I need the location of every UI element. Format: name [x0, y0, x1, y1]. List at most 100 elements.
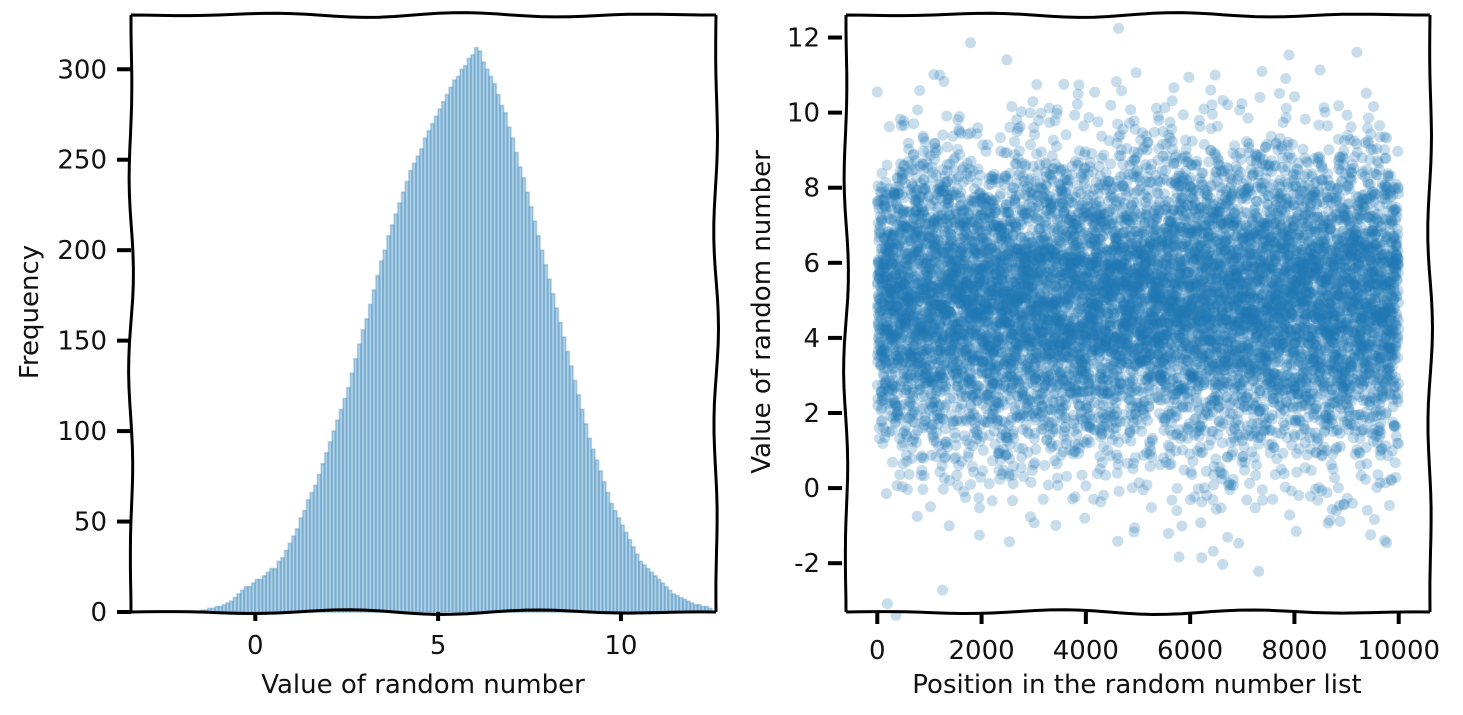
scatter-point [892, 325, 904, 337]
scatter-point [904, 373, 916, 385]
scatter-point [892, 406, 904, 418]
scatter-point [902, 310, 914, 322]
scatter-point [1039, 459, 1051, 471]
scatter-point [898, 279, 910, 291]
histogram-bar [678, 596, 684, 613]
scatter-point [907, 416, 919, 428]
scatter-point [905, 369, 917, 381]
scatter-point [1007, 495, 1018, 507]
scatter-point [907, 391, 919, 402]
scatter-point [903, 279, 915, 291]
scatter-point [882, 301, 894, 313]
scatter-point [892, 388, 903, 400]
scatter-point [887, 325, 899, 337]
scatter-point [965, 37, 976, 49]
scatter-point [896, 174, 908, 186]
scatter-point [905, 217, 917, 229]
scatter-point [874, 293, 886, 305]
scatter-point [902, 266, 914, 278]
scatter-point [902, 380, 914, 392]
scatter-point [886, 363, 898, 374]
scatter-point [874, 273, 885, 285]
scatter-point [895, 345, 907, 357]
scatter-point [896, 375, 907, 387]
scatter-point [905, 349, 917, 361]
scatter-point [875, 359, 887, 371]
scatter-point [880, 356, 892, 368]
histogram-bar [239, 589, 245, 613]
scatter-point [874, 231, 885, 243]
histogram-bar [232, 596, 238, 613]
scatter-point [884, 299, 896, 311]
scatter-point [879, 377, 891, 389]
scatter-point [897, 329, 909, 341]
scatter-point [877, 263, 889, 275]
scatter-point [880, 284, 892, 296]
scatter-point [892, 283, 904, 295]
histogram-bar [258, 578, 264, 613]
scatter-point [876, 242, 888, 254]
scatter-point [889, 191, 901, 203]
histogram-bar [375, 274, 381, 613]
histogram-y-tick-label: 0 [90, 598, 107, 628]
scatter-point [904, 294, 916, 306]
scatter-point [890, 269, 902, 281]
histogram-bar [572, 379, 578, 613]
scatter-point [879, 351, 891, 363]
scatter-point [905, 324, 917, 335]
scatter-point [885, 317, 896, 329]
scatter-point [893, 238, 905, 250]
scatter-point [873, 339, 885, 351]
scatter-point [887, 195, 899, 207]
scatter-point [905, 299, 917, 311]
scatter-point [903, 205, 915, 217]
histogram-bar [367, 303, 373, 613]
scatter-point [892, 281, 904, 293]
scatter-point [871, 379, 883, 391]
scatter-point [879, 232, 891, 244]
scatter-point [902, 372, 914, 384]
histogram-bar [254, 578, 260, 613]
scatter-point [899, 373, 910, 385]
histogram-bar [601, 480, 607, 613]
scatter-point [900, 278, 912, 290]
scatter-point [902, 293, 914, 305]
scatter-point [901, 455, 913, 467]
scatter-point [1113, 485, 1125, 497]
histogram-bar [583, 423, 589, 613]
scatter-point [883, 386, 895, 397]
scatter-point [965, 479, 976, 490]
scatter-point [902, 282, 914, 294]
scatter-point [878, 193, 890, 205]
scatter-point [894, 335, 906, 347]
histogram-bar [653, 575, 658, 613]
scatter-point [899, 245, 911, 257]
scatter-point [891, 261, 903, 273]
histogram-bar [444, 93, 450, 613]
scatter-point [894, 316, 906, 328]
scatter-point [882, 241, 894, 253]
scatter-point [878, 258, 890, 270]
histogram-bar [642, 564, 647, 613]
scatter-point [873, 203, 885, 215]
histogram-bar [411, 162, 417, 613]
scatter-point [885, 410, 897, 422]
scatter-point [879, 383, 891, 395]
scatter-point [888, 334, 899, 346]
histogram-bar [645, 567, 651, 613]
scatter-point [960, 492, 971, 503]
scatter-point [898, 363, 910, 374]
scatter-point [876, 286, 888, 298]
scatter-point [901, 280, 913, 292]
scatter-point [890, 416, 902, 428]
histogram-bar [620, 524, 626, 613]
scatter-point [875, 360, 887, 372]
scatter-point [874, 210, 886, 222]
scatter-point [882, 259, 893, 271]
scatter-point [894, 113, 906, 125]
scatter-point [891, 294, 903, 306]
histogram-bar [612, 509, 618, 613]
scatter-point [919, 136, 931, 148]
scatter-point [898, 321, 910, 332]
scatter-point [872, 356, 884, 368]
